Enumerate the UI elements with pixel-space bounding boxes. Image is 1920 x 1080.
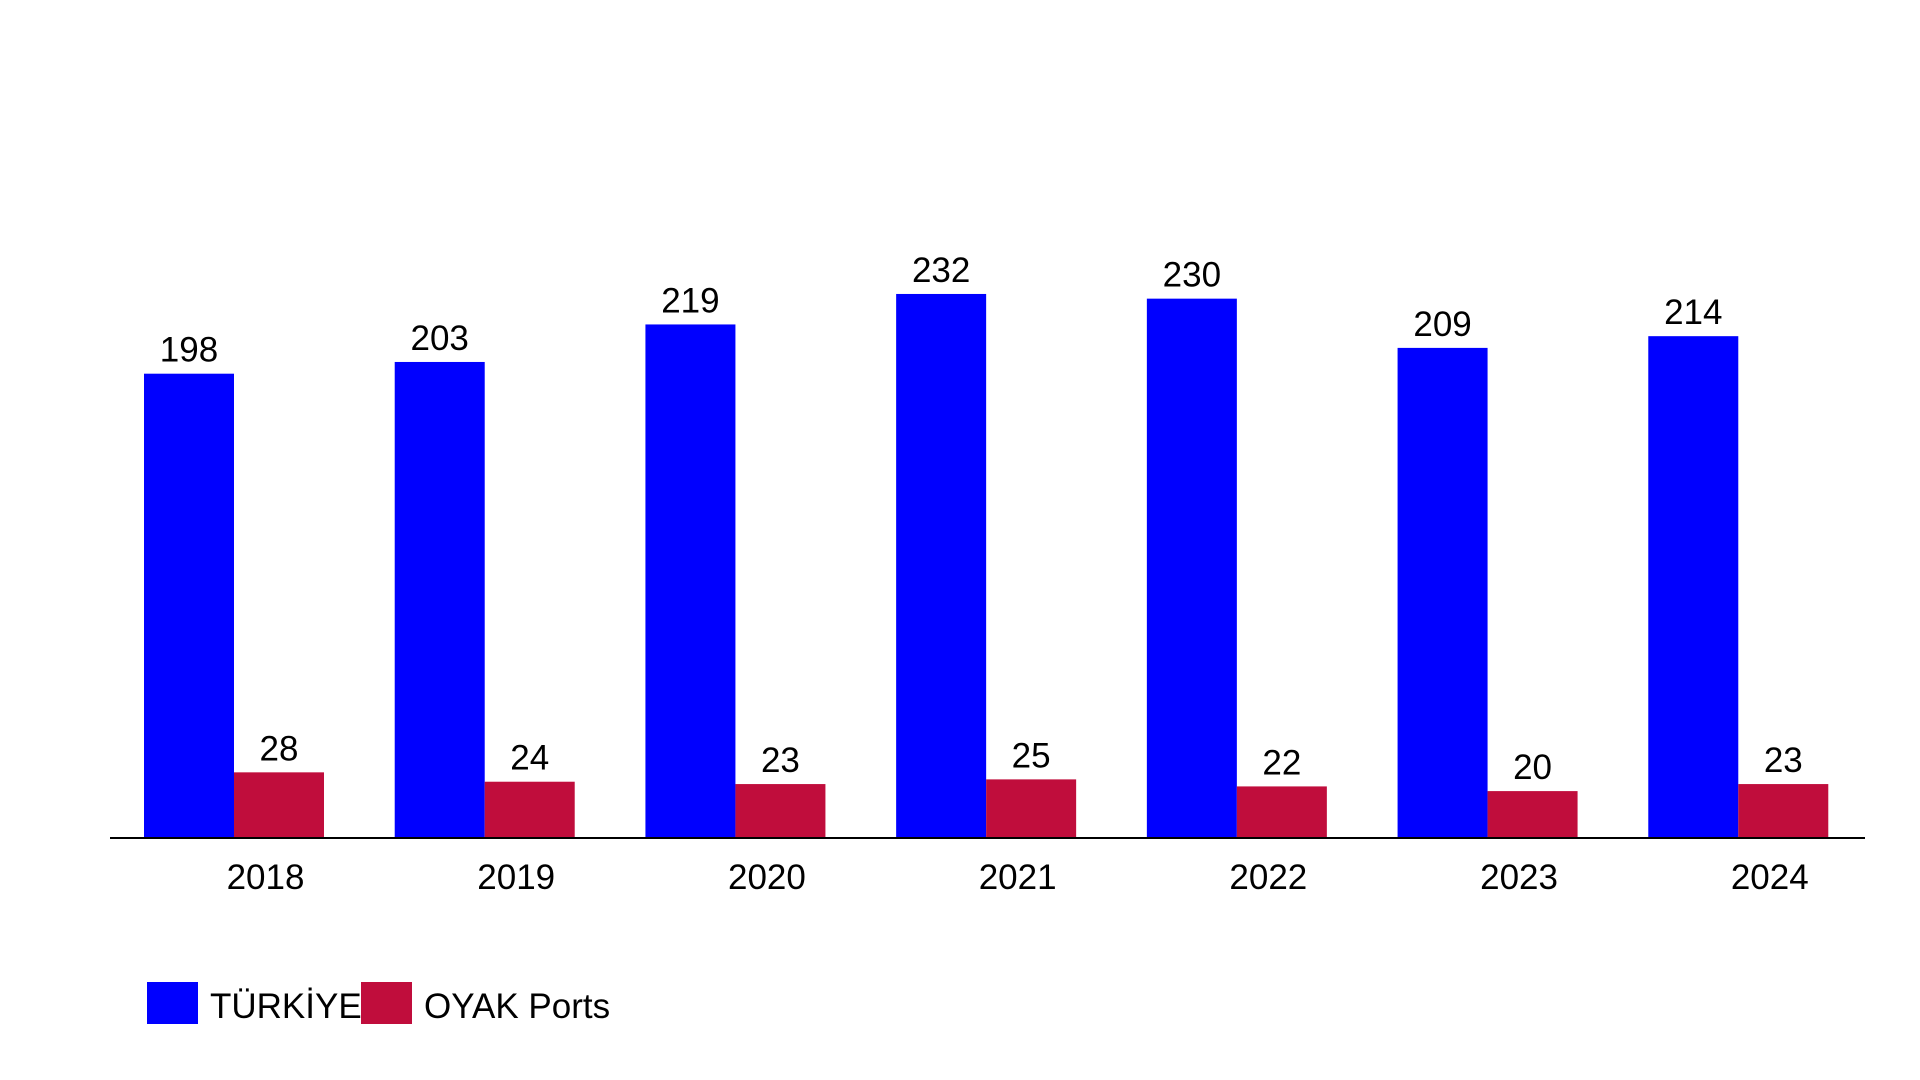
x-tick-label-2021: 2021 <box>979 858 1057 897</box>
legend: TÜRKİYE OYAK Ports <box>147 982 610 1026</box>
bar-t-rki-ye-2018 <box>144 373 234 838</box>
legend-swatch-oyak-ports <box>361 982 412 1024</box>
data-label-oyak-ports-2018: 28 <box>260 729 299 768</box>
data-label-oyak-ports-2019: 24 <box>510 739 549 778</box>
legend-label-oyak-ports: OYAK Ports <box>424 987 610 1026</box>
bar-oyak-ports-2022 <box>1236 786 1327 838</box>
data-label-t-rki-ye-2019: 203 <box>411 319 469 358</box>
bar-t-rki-ye-2024 <box>1648 336 1739 838</box>
legend-swatch-t-rki-ye <box>147 982 198 1024</box>
bar-oyak-ports-2018 <box>234 772 324 838</box>
data-label-t-rki-ye-2018: 198 <box>160 331 218 370</box>
bar-t-rki-ye-2022 <box>1146 298 1237 838</box>
x-tick-label-2024: 2024 <box>1731 858 1809 897</box>
x-tick-label-2023: 2023 <box>1480 858 1558 897</box>
data-label-oyak-ports-2023: 20 <box>1513 748 1552 787</box>
data-label-oyak-ports-2024: 23 <box>1764 741 1803 780</box>
data-label-t-rki-ye-2020: 219 <box>661 281 719 320</box>
bar-oyak-ports-2019 <box>484 781 575 838</box>
legend-label-t-rki-ye: TÜRKİYE <box>210 987 362 1026</box>
data-label-oyak-ports-2021: 25 <box>1012 736 1051 775</box>
bars-group <box>144 293 1829 839</box>
bar-t-rki-ye-2020 <box>645 324 736 838</box>
data-labels-group: 198 28 203 24 219 23 232 25 230 22 209 20 214 23 <box>160 251 1803 787</box>
bar-t-rki-ye-2023 <box>1397 347 1488 838</box>
x-tick-label-2022: 2022 <box>1229 858 1307 897</box>
x-tick-label-2020: 2020 <box>728 858 806 897</box>
bar-oyak-ports-2024 <box>1738 784 1829 838</box>
x-tick-labels-group: 2018 2019 2020 2021 2022 2023 2024 <box>227 858 1809 897</box>
bar-t-rki-ye-2019 <box>394 361 485 838</box>
x-tick-label-2018: 2018 <box>227 858 305 897</box>
data-label-t-rki-ye-2022: 230 <box>1163 256 1221 295</box>
bar-oyak-ports-2023 <box>1487 791 1578 838</box>
bar-oyak-ports-2020 <box>735 784 826 838</box>
data-label-t-rki-ye-2023: 209 <box>1413 305 1471 344</box>
data-label-oyak-ports-2022: 22 <box>1262 743 1301 782</box>
data-label-oyak-ports-2020: 23 <box>761 741 800 780</box>
data-label-t-rki-ye-2024: 214 <box>1664 293 1722 332</box>
data-label-t-rki-ye-2021: 232 <box>912 251 970 290</box>
x-tick-label-2019: 2019 <box>477 858 555 897</box>
bar-t-rki-ye-2021 <box>896 293 987 839</box>
bar-oyak-ports-2021 <box>986 779 1077 838</box>
